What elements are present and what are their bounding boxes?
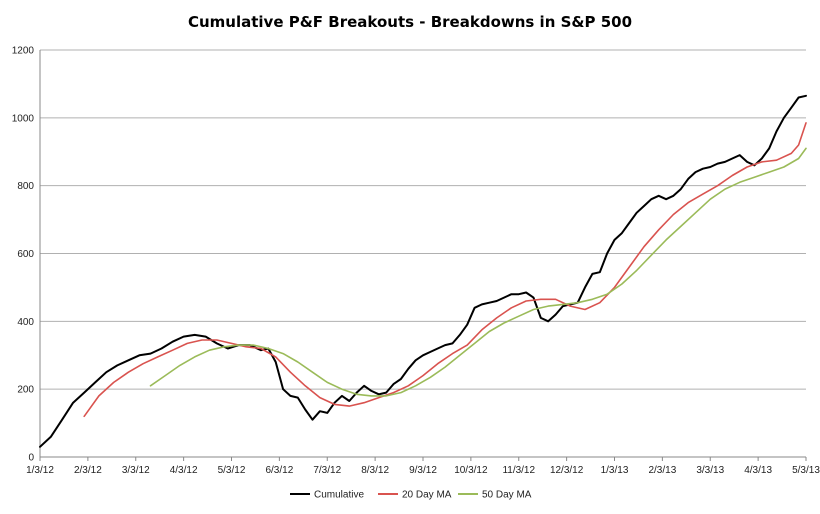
x-tick-label: 1/3/13 (601, 465, 629, 476)
x-tick-label: 3/3/12 (122, 465, 150, 476)
y-tick-label: 200 (17, 385, 34, 396)
x-tick-label: 9/3/12 (409, 465, 437, 476)
y-tick-label: 1000 (12, 113, 35, 124)
x-tick-label: 1/3/12 (26, 465, 54, 476)
x-tick-label: 4/3/13 (744, 465, 772, 476)
y-tick-label: 0 (28, 453, 34, 464)
x-tick-label: 10/3/12 (454, 465, 488, 476)
x-tick-label: 5/3/13 (792, 465, 820, 476)
grid (40, 49, 806, 390)
legend-label: 20 Day MA (402, 490, 452, 501)
x-tick-label: 4/3/12 (170, 465, 198, 476)
x-tick-label: 8/3/12 (361, 465, 389, 476)
axes: 0 200 400 600 800 1000 1200 1/3/12 2/3/12 3/3/12 4… (12, 46, 820, 477)
legend: Cumulative 20 Day MA 50 Day MA (290, 490, 532, 501)
x-tick-label: 7/3/12 (313, 465, 341, 476)
legend-label: Cumulative (314, 490, 364, 501)
x-tick-label: 5/3/12 (218, 465, 246, 476)
series-line-cumulative (39, 94, 807, 448)
series-line-20-day-ma (83, 122, 807, 418)
y-tick-label: 800 (17, 181, 34, 192)
x-tick-label: 12/3/12 (550, 465, 584, 476)
x-tick-label: 2/3/12 (74, 465, 102, 476)
legend-label: 50 Day MA (482, 490, 532, 501)
x-tick-label: 11/3/12 (502, 465, 535, 476)
x-tick-label: 3/3/13 (696, 465, 724, 476)
y-tick-label: 400 (17, 317, 34, 328)
y-tick-label: 600 (17, 249, 34, 260)
series-lines (39, 94, 807, 448)
x-tick-label: 6/3/12 (265, 465, 293, 476)
x-tick-label: 2/3/13 (648, 465, 676, 476)
series-line-50-day-ma (149, 147, 807, 397)
chart-title: Cumulative P&F Breakouts - Breakdowns in… (188, 13, 632, 31)
y-tick-label: 1200 (12, 46, 35, 57)
